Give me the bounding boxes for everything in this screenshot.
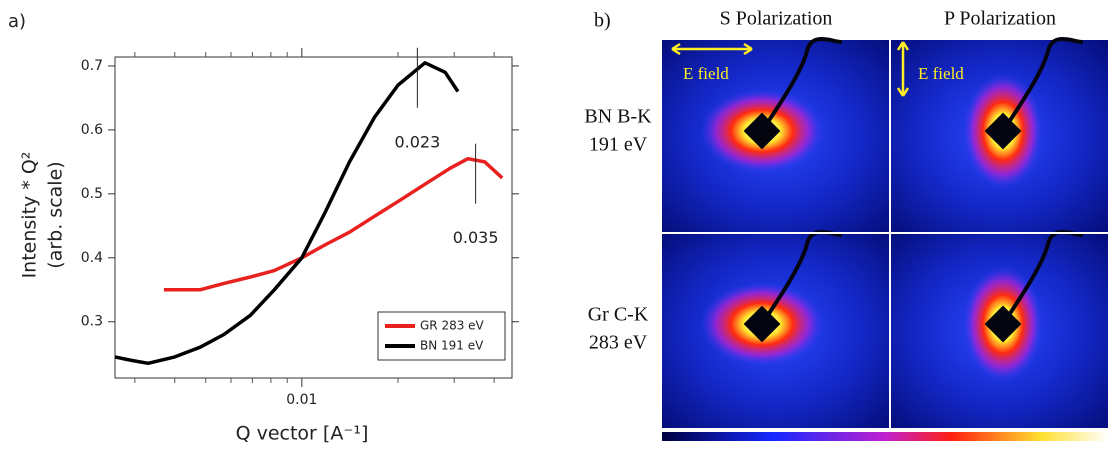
annotation-label: 0.035 [453,228,499,247]
beamstop [743,112,781,150]
annotation-label: 0.023 [394,132,440,151]
beamstop [984,305,1022,343]
y-axis-label: Intensity * Q² [19,152,41,279]
column-title: S Polarization [720,8,833,30]
beamstop-wire [760,37,843,133]
legend-box [377,311,506,361]
y-tick-label: 0.3 [81,314,103,330]
beamstop-wire [1001,37,1084,133]
row-label: BN B-K [584,106,652,128]
e-field-label: E field [683,64,729,83]
y-axis-label: (arb. scale) [45,161,67,268]
legend-label: BN 191 eV [420,339,484,353]
row-label: Gr C-K [588,304,649,326]
colorbar [662,432,1108,441]
column-title: P Polarization [944,8,1056,30]
beamstop [743,305,781,343]
y-tick-label: 0.6 [81,122,103,138]
e-field-arrow [671,42,753,56]
e-field-arrow [896,41,910,97]
beamstop [984,112,1022,150]
panel-label: a) [8,11,26,32]
e-field-label: E field [918,64,964,83]
series-line [114,61,460,366]
plot-frame [114,56,513,379]
legend-label: GR 283 eV [420,319,485,333]
y-tick-label: 0.5 [81,186,103,202]
panel-label: b) [594,10,611,32]
series-line [163,156,504,292]
x-axis-label: Q vector [A⁻¹] [236,423,369,445]
row-label: 283 eV [589,332,648,354]
x-tick-label: 0.01 [286,392,317,408]
row-label: 191 eV [589,134,648,156]
y-tick-label: 0.4 [81,250,103,266]
y-tick-label: 0.7 [81,58,103,74]
